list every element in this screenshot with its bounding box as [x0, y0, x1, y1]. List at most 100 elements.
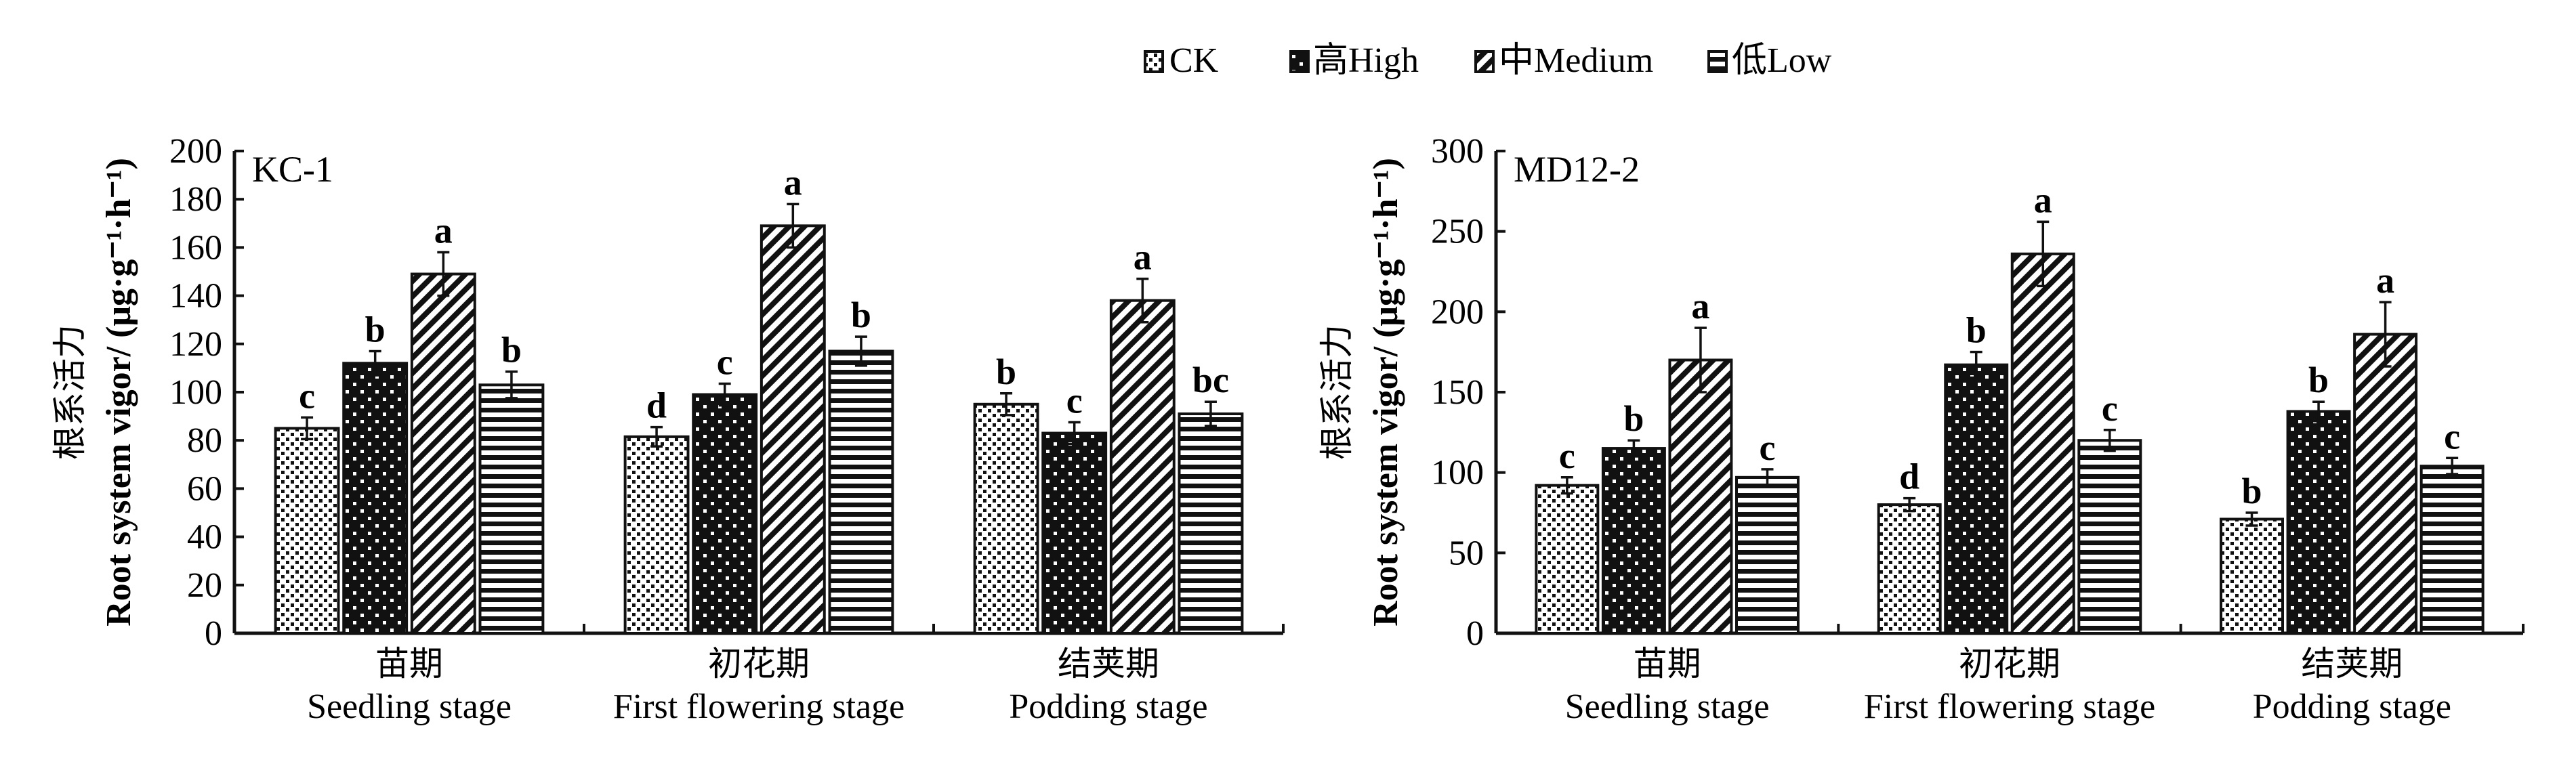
y-tick-label: 250 [1431, 213, 1484, 251]
bar-ck [973, 402, 1039, 635]
x-category-label: First flowering stage [613, 687, 905, 726]
significance-letter: a [2376, 260, 2394, 301]
significance-letter: c [1559, 435, 1575, 476]
bar-low [478, 383, 545, 635]
significance-letter: c [1759, 427, 1775, 468]
x-category-label-cn: 结荚期 [2301, 644, 2403, 683]
significance-letter: b [2308, 360, 2329, 400]
significance-letter: a [434, 211, 453, 251]
bar-high [692, 393, 758, 635]
x-category-label-cn: 结荚期 [1058, 644, 1159, 683]
y-axis-label-cn: 根系活力 [50, 324, 89, 460]
bar-low [1178, 412, 1244, 635]
significance-letter: a [2034, 179, 2052, 220]
bar-medium [1109, 299, 1176, 635]
y-tick-label: 200 [1431, 293, 1484, 331]
bar-low [828, 349, 894, 635]
bar-medium [2353, 333, 2418, 635]
chart-panel-kc1: 0 20 40 60 80 100 120 140 160 180 200 KC-1 根系活力 Root … [50, 132, 1285, 726]
y-tick-label: 140 [169, 277, 222, 316]
y-tick-label: 0 [205, 614, 222, 653]
significance-letter: b [1623, 398, 1644, 439]
bar-ck [1535, 484, 1600, 635]
bar-high [342, 362, 409, 635]
y-tick-label: 180 [169, 180, 222, 219]
legend-item-medium: 中Medium [1474, 41, 1653, 80]
y-axis-label: Root system vigor/ (μg·g⁻¹·h⁻¹) [100, 158, 138, 626]
legend-item-ck: CK [1144, 41, 1219, 80]
legend-item-low: 低Low [1707, 41, 1832, 80]
y-tick-label: 300 [1431, 132, 1484, 171]
legend-label-high: 高High [1313, 41, 1419, 80]
y-tick-label: 100 [169, 373, 222, 412]
significance-letter: c [2102, 388, 2118, 429]
significance-letter: a [1134, 237, 1152, 278]
legend-swatch-medium [1474, 50, 1495, 73]
y-tick-label: 150 [1431, 373, 1484, 412]
y-tick-label: 80 [187, 421, 222, 460]
legend-swatch-high [1289, 50, 1310, 73]
y-tick-label: 20 [187, 566, 222, 605]
legend: CK 高High 中Medium 低Low [1144, 41, 1832, 80]
y-tick-label: 0 [1466, 614, 1484, 653]
y-tick-label: 200 [169, 132, 222, 171]
significance-letter: b [365, 309, 386, 349]
bar-high [1944, 363, 2009, 635]
chart-panel-md12-2: 0 50 100 150 200 250 300 MD12-2 根系活力 Root system … [1317, 132, 2525, 726]
panel-title: KC-1 [252, 149, 333, 190]
y-tick-label: 50 [1449, 534, 1484, 572]
significance-letter: a [1691, 286, 1709, 326]
y-axis-label-cn: 根系活力 [1317, 324, 1356, 460]
x-category-label: Podding stage [1009, 687, 1207, 726]
significance-letter: b [1966, 310, 1987, 351]
significance-letter: c [299, 375, 315, 416]
legend-swatch-low [1707, 50, 1728, 73]
x-category-label: Seedling stage [1565, 687, 1770, 726]
y-tick-label: 160 [169, 228, 222, 267]
significance-letter: b [2242, 471, 2262, 511]
legend-label-ck: CK [1169, 41, 1219, 80]
significance-letter: c [2444, 416, 2460, 456]
bar-low [2419, 465, 2485, 635]
x-category-label-cn: 初花期 [1959, 644, 2060, 683]
significance-letter: d [646, 385, 667, 426]
bar-ck [2220, 517, 2285, 635]
x-category-label-cn: 初花期 [708, 644, 810, 683]
bar-high [1601, 447, 1666, 635]
significance-letter: a [784, 162, 802, 203]
bar-high [2286, 410, 2351, 635]
bar-medium [2010, 252, 2075, 635]
legend-label-medium: 中Medium [1499, 41, 1653, 80]
panel-title: MD12-2 [1514, 149, 1640, 190]
bar-medium [1668, 358, 1733, 635]
significance-letter: b [501, 330, 522, 370]
legend-label-low: 低Low [1732, 41, 1832, 80]
legend-item-high: 高High [1289, 41, 1419, 80]
significance-letter: b [851, 295, 871, 335]
bar-ck [623, 435, 690, 635]
legend-swatch-ck [1144, 50, 1164, 73]
y-tick-label: 60 [187, 469, 222, 508]
y-tick-label: 120 [169, 325, 222, 364]
y-axis-label: Root system vigor/ (μg·g⁻¹·h⁻¹) [1367, 158, 1405, 626]
y-tick-label: 40 [187, 518, 222, 557]
significance-letter: d [1899, 456, 1919, 497]
x-category-label: Seedling stage [307, 687, 512, 726]
bar-low [2077, 439, 2142, 635]
bar-ck [274, 427, 340, 635]
x-category-label: Podding stage [2253, 687, 2451, 726]
bar-low [1734, 475, 1800, 635]
bar-ck [1877, 503, 1942, 635]
x-category-label-cn: 苗期 [1634, 644, 1701, 683]
significance-letter: c [717, 342, 733, 383]
x-category-label-cn: 苗期 [375, 644, 443, 683]
significance-letter: b [996, 352, 1016, 392]
x-category-label: First flowering stage [1864, 687, 2155, 726]
bar-medium [760, 224, 826, 635]
bar-high [1041, 431, 1108, 635]
bar-medium [410, 272, 476, 635]
y-tick-label: 100 [1431, 454, 1484, 492]
significance-letter: c [1066, 381, 1083, 421]
significance-letter: bc [1192, 360, 1229, 400]
